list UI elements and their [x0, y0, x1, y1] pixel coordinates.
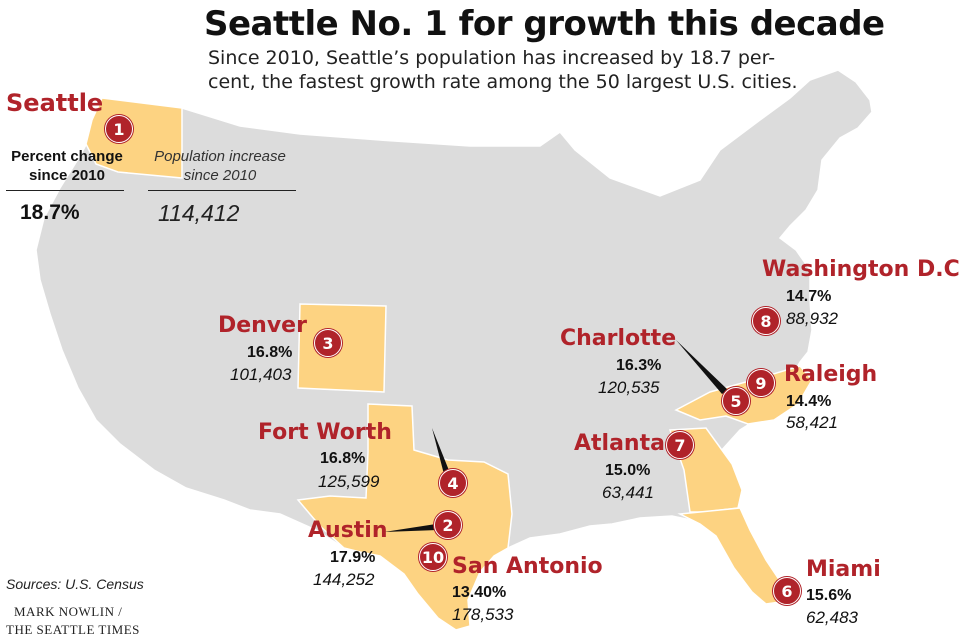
- credit-line-1: MARK NOWLIN /: [14, 604, 123, 619]
- rank-badge-austin: 2: [434, 511, 462, 539]
- city-label-atlanta: Atlanta: [574, 431, 665, 456]
- state-colorado: [297, 303, 387, 393]
- seattle-label: Seattle: [6, 89, 104, 117]
- city-label-denver: Denver: [218, 313, 307, 338]
- pop-miami: 62,483: [806, 608, 858, 627]
- credit-line-2: THE SEATTLE TIMES: [6, 622, 140, 637]
- state-florida: [677, 507, 783, 605]
- city-label-san-antonio: San Antonio: [452, 554, 603, 579]
- pct-denver: 16.8%: [247, 344, 293, 361]
- pct-raleigh: 14.4%: [786, 393, 832, 410]
- source-note: Sources: U.S. Census: [6, 576, 144, 592]
- rank-badge-atlanta: 7: [666, 431, 694, 459]
- city-label-miami: Miami: [806, 557, 881, 582]
- pop-austin: 144,252: [313, 570, 375, 589]
- pct-atlanta: 15.0%: [605, 462, 651, 479]
- pop-increase-header: Population increase since 2010: [154, 148, 286, 184]
- page-subtitle: Since 2010, Seattle’s population has inc…: [208, 47, 798, 93]
- rank-badge-charlotte: 5: [722, 387, 750, 415]
- rank-badge-miami: 6: [773, 577, 801, 605]
- pct-austin: 17.9%: [330, 549, 376, 566]
- pct-charlotte: 16.3%: [616, 357, 662, 374]
- pct-san-antonio: 13.40%: [452, 584, 507, 601]
- rank-badge-raleigh: 9: [747, 369, 775, 397]
- rank-badge-seattle: 1: [105, 115, 133, 143]
- city-label-fort-worth: Fort Worth: [258, 420, 392, 445]
- pct-fort-worth: 16.8%: [320, 450, 366, 467]
- leader-fort-worth: [432, 428, 452, 482]
- pct-miami: 15.6%: [806, 587, 852, 604]
- pct-header-rule: [6, 190, 124, 191]
- leader-austin: [384, 524, 438, 532]
- rank-badge-fort-worth: 4: [439, 469, 467, 497]
- city-label-austin: Austin: [308, 518, 388, 543]
- seattle-pct-value: 18.7%: [20, 201, 80, 224]
- pop-charlotte: 120,535: [598, 378, 660, 397]
- pct-washington-dc: 14.7%: [786, 288, 832, 305]
- pop-header-rule: [148, 190, 296, 191]
- pop-raleigh: 58,421: [786, 413, 838, 432]
- pop-fort-worth: 125,599: [318, 472, 380, 491]
- page-title: Seattle No. 1 for growth this decade: [204, 4, 885, 44]
- city-label-charlotte: Charlotte: [560, 326, 677, 351]
- pop-san-antonio: 178,533: [452, 605, 514, 624]
- seattle-pop-value: 114,412: [158, 200, 240, 226]
- pct-change-header: Percent change since 2010: [11, 148, 123, 184]
- pop-atlanta: 63,441: [602, 483, 654, 502]
- pop-washington-dc: 88,932: [786, 309, 838, 328]
- state-texas: [296, 403, 513, 631]
- rank-badge-washington-dc: 8: [752, 307, 780, 335]
- city-label-raleigh: Raleigh: [784, 362, 878, 387]
- leader-charlotte: [676, 340, 728, 394]
- pop-denver: 101,403: [230, 365, 292, 384]
- city-label-washington-dc: Washington D.C.: [762, 257, 960, 282]
- rank-badge-san-antonio: 10: [419, 543, 447, 571]
- rank-badge-denver: 3: [314, 329, 342, 357]
